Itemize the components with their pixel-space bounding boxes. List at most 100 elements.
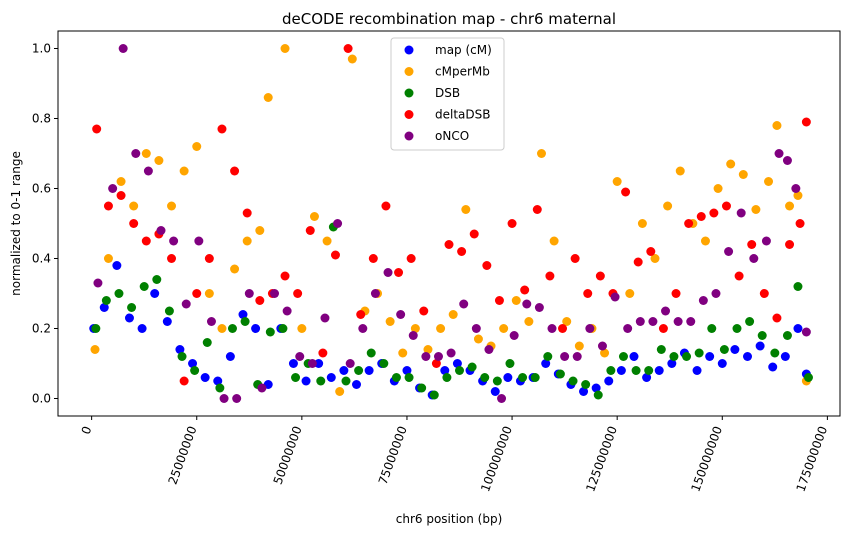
data-point [217,324,227,333]
data-point [658,324,668,333]
data-point [579,387,589,396]
data-point [558,324,568,333]
data-point [625,289,635,298]
data-point [499,324,509,333]
data-point [150,289,160,298]
data-point [343,44,353,53]
data-point [616,366,626,375]
data-point [574,341,584,351]
data-point [568,376,578,386]
data-point [757,331,767,340]
data-point [755,341,765,351]
data-point [270,289,280,298]
data-point [152,275,162,284]
data-point [656,345,666,354]
legend-marker [404,131,414,141]
data-point [717,359,727,368]
data-point [492,376,502,386]
data-point [288,359,298,368]
data-point [734,271,744,281]
data-point [793,282,803,291]
data-point [669,352,679,361]
data-point [455,366,465,375]
data-point [654,366,664,375]
data-point [169,236,179,246]
data-point [347,54,357,64]
data-point [772,121,782,130]
data-point [167,201,177,211]
plot-frame [57,30,841,417]
data-point [707,324,717,333]
y-tick-label: 1.0 [32,42,51,56]
data-point [341,376,351,386]
legend: map (cM) cMperMb DSB deltaDSB oNCO [390,37,505,151]
data-point [90,345,100,354]
data-point [238,310,248,319]
data-point [774,149,784,158]
data-point [417,383,427,393]
data-point [358,324,368,333]
data-point [429,390,439,400]
data-point [368,254,378,263]
data-point [297,324,307,333]
data-point [381,201,391,211]
data-point [785,201,795,211]
data-point [570,254,580,263]
data-point [370,289,380,298]
data-point [421,352,431,361]
y-tick-label: 0.4 [32,252,51,266]
data-point [263,93,273,102]
data-point [667,359,677,368]
data-point [364,366,374,375]
data-point [316,376,326,386]
legend-label: DSB [435,86,460,100]
data-point [431,359,441,368]
data-point [543,352,553,361]
data-point [545,271,555,281]
data-point [457,247,467,256]
data-point [692,366,702,375]
y-tick-label: 0.8 [32,112,51,126]
data-point [694,348,704,358]
data-point [227,324,237,333]
data-point [131,149,141,158]
data-point [175,345,185,354]
data-point [696,212,706,221]
data-point [452,359,462,368]
data-point [467,362,477,372]
data-point [410,324,420,333]
data-point [497,394,507,403]
data-point [591,383,601,393]
data-point [255,226,265,235]
data-point [684,219,694,228]
data-point [764,177,774,186]
data-point [265,327,275,337]
data-point [230,264,240,274]
data-point [345,359,355,368]
data-point [92,124,102,134]
data-point [192,289,202,298]
legend-marker [404,88,414,98]
data-point [724,247,734,256]
data-point [644,366,654,375]
data-point [244,289,254,298]
data-point [320,313,330,323]
legend-marker [404,110,414,119]
data-point [726,159,736,169]
data-point [339,366,349,375]
data-point [257,383,267,393]
data-point [330,250,340,260]
data-point [446,348,456,358]
data-point [511,296,521,305]
series-0 [89,261,811,400]
data-point [255,296,265,305]
data-point [782,331,792,340]
y-axis-label: normalized to 0-1 range [9,151,23,296]
data-point [555,369,565,379]
data-point [356,310,366,319]
data-point [99,303,109,312]
data-point [419,306,429,316]
data-point [314,359,324,368]
data-point [560,352,570,361]
data-point [700,236,710,246]
